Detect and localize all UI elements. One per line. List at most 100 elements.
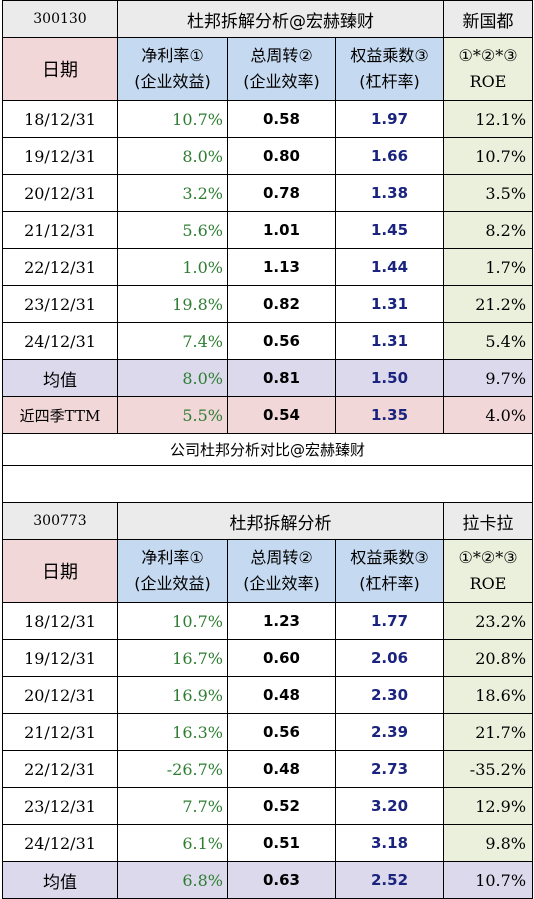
cell-leverage: 1.50: [334, 359, 445, 397]
cell-roe: 21.2%: [443, 285, 534, 323]
header-line2: ROE: [469, 574, 507, 593]
cell-turnover: 0.81: [227, 359, 336, 397]
cell-margin: 1.0%: [117, 248, 228, 286]
cell-leverage: 1.44: [334, 248, 445, 286]
cell-roe: 4.0%: [443, 396, 534, 434]
cell-date: 24/12/31: [2, 824, 118, 862]
table-row: 24/12/31 7.4% 0.56 1.31 5.4%: [2, 322, 534, 360]
stock-code: 300773: [2, 502, 118, 540]
cell-margin: 3.2%: [117, 174, 228, 212]
cell-leverage: 1.31: [334, 285, 445, 323]
table-title: 杜邦拆解分析: [116, 502, 445, 540]
cell-roe: 12.1%: [443, 100, 534, 138]
cell-date: 18/12/31: [2, 602, 118, 640]
cell-roe: 12.9%: [443, 787, 534, 825]
turnover-header: 总周转② (企业效率): [227, 539, 336, 603]
table-row: 22/12/31 1.0% 1.13 1.44 1.7%: [2, 248, 534, 286]
cell-roe: 9.7%: [443, 359, 534, 397]
cell-roe: 8.2%: [443, 211, 534, 249]
average-row: 均值 6.8% 0.63 2.52 10.7%: [2, 861, 534, 899]
leverage-header: 权益乘数③ (杠杆率): [334, 539, 445, 603]
cell-date: 21/12/31: [2, 211, 118, 249]
header-line2: (企业效率): [243, 72, 320, 91]
cell-margin: 16.3%: [117, 713, 228, 751]
cell-roe: 21.7%: [443, 713, 534, 751]
cell-turnover: 0.48: [227, 750, 336, 788]
average-label: 均值: [2, 861, 118, 899]
cell-margin: 6.8%: [117, 861, 228, 899]
cell-date: 23/12/31: [2, 285, 118, 323]
cell-turnover: 0.63: [227, 861, 336, 899]
cell-roe: 9.8%: [443, 824, 534, 862]
cell-date: 19/12/31: [2, 639, 118, 677]
table-row: 23/12/31 19.8% 0.82 1.31 21.2%: [2, 285, 534, 323]
cell-margin: 16.9%: [117, 676, 228, 714]
dupont-table-300773: 300773 杜邦拆解分析 拉卡拉 日期 净利率① (企业效益) 总周转② (企业效…: [2, 502, 534, 899]
date-header: 日期: [2, 539, 118, 603]
ttm-label: 近四季TTM: [2, 396, 118, 434]
ttm-row: 近四季TTM 5.5% 0.54 1.35 4.0%: [2, 396, 534, 434]
cell-leverage: 2.30: [334, 676, 445, 714]
header-line2: ROE: [469, 72, 507, 91]
header-line1: 净利率①: [141, 46, 204, 65]
cell-turnover: 1.01: [227, 211, 336, 249]
cell-turnover: 0.54: [227, 396, 336, 434]
cell-leverage: 2.39: [334, 713, 445, 751]
header-line1: 权益乘数③: [350, 548, 429, 567]
table-row: 23/12/31 7.7% 0.52 3.20 12.9%: [2, 787, 534, 825]
header-line1: ①*②*③: [458, 548, 518, 567]
table-row: 21/12/31 5.6% 1.01 1.45 8.2%: [2, 211, 534, 249]
average-label: 均值: [2, 359, 118, 397]
cell-leverage: 2.73: [334, 750, 445, 788]
roe-header: ①*②*③ ROE: [443, 539, 534, 603]
cell-turnover: 0.48: [227, 676, 336, 714]
cell-margin: 10.7%: [117, 100, 228, 138]
cell-turnover: 0.56: [227, 713, 336, 751]
cell-date: 22/12/31: [2, 750, 118, 788]
cell-turnover: 0.56: [227, 322, 336, 360]
table-row: 24/12/31 6.1% 0.51 3.18 9.8%: [2, 824, 534, 862]
cell-turnover: 0.51: [227, 824, 336, 862]
header-line2: (杠杆率): [359, 72, 420, 91]
cell-roe: -35.2%: [443, 750, 534, 788]
cell-roe: 3.5%: [443, 174, 534, 212]
company-name: 新国都: [443, 0, 534, 38]
header-line2: (企业效益): [134, 72, 211, 91]
cell-margin: 8.0%: [117, 137, 228, 175]
cell-turnover: 0.78: [227, 174, 336, 212]
table-row: 18/12/31 10.7% 1.23 1.77 23.2%: [2, 602, 534, 640]
cell-turnover: 0.60: [227, 639, 336, 677]
net-margin-header: 净利率① (企业效益): [117, 37, 228, 101]
cell-roe: 18.6%: [443, 676, 534, 714]
cell-margin: 10.7%: [117, 602, 228, 640]
leverage-header: 权益乘数③ (杠杆率): [334, 37, 445, 101]
average-row: 均值 8.0% 0.81 1.50 9.7%: [2, 359, 534, 397]
cell-roe: 5.4%: [443, 322, 534, 360]
table-row: 22/12/31 -26.7% 0.48 2.73 -35.2%: [2, 750, 534, 788]
cell-margin: 16.7%: [117, 639, 228, 677]
cell-leverage: 2.06: [334, 639, 445, 677]
cell-margin: 19.8%: [117, 285, 228, 323]
header-line2: (企业效益): [134, 574, 211, 593]
cell-date: 21/12/31: [2, 713, 118, 751]
cell-roe: 20.8%: [443, 639, 534, 677]
header-line1: 总周转②: [250, 46, 313, 65]
header-line2: (杠杆率): [359, 574, 420, 593]
cell-margin: 5.5%: [117, 396, 228, 434]
cell-leverage: 3.20: [334, 787, 445, 825]
cell-leverage: 1.97: [334, 100, 445, 138]
cell-leverage: 1.38: [334, 174, 445, 212]
cell-leverage: 1.66: [334, 137, 445, 175]
cell-date: 20/12/31: [2, 676, 118, 714]
cell-roe: 1.7%: [443, 248, 534, 286]
net-margin-header: 净利率① (企业效益): [117, 539, 228, 603]
header-line1: 净利率①: [141, 548, 204, 567]
cell-roe: 10.7%: [443, 861, 534, 899]
turnover-header: 总周转② (企业效率): [227, 37, 336, 101]
table-row: 21/12/31 16.3% 0.56 2.39 21.7%: [2, 713, 534, 751]
cell-roe: 10.7%: [443, 137, 534, 175]
company-name: 拉卡拉: [443, 502, 534, 540]
cell-turnover: 0.52: [227, 787, 336, 825]
cell-turnover: 0.58: [227, 100, 336, 138]
cell-date: 18/12/31: [2, 100, 118, 138]
